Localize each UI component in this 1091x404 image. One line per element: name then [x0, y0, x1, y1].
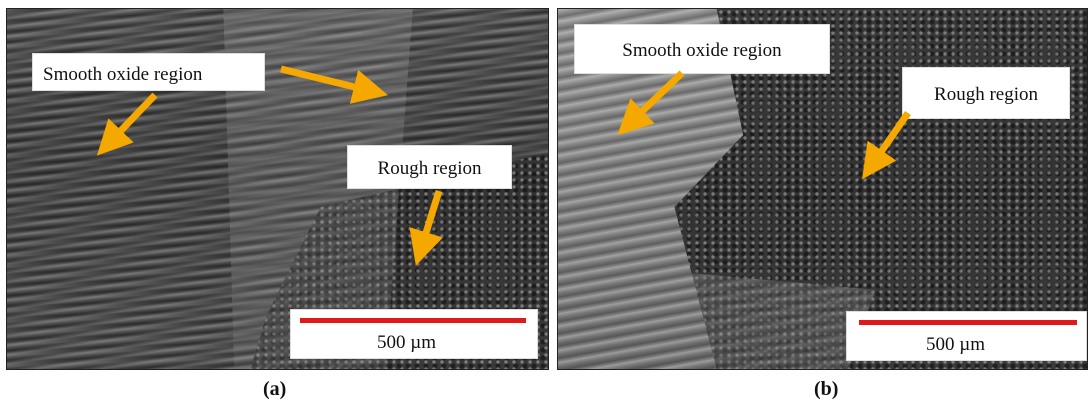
scale-label-a: 500 µm: [377, 332, 436, 353]
arrow-icon: [617, 70, 685, 136]
arrow-icon: [862, 111, 911, 180]
scale-box-b: 500 µm: [846, 311, 1087, 361]
scale-label-b: 500 µm: [926, 334, 985, 355]
arrows-a: [96, 65, 443, 266]
label-smooth-oxide-b: Smooth oxide region: [574, 24, 830, 74]
caption-a: (a): [263, 378, 287, 400]
label-rough-a: Rough region: [347, 145, 512, 189]
sem-image-a: Smooth oxide region Rough region 500 µm: [6, 8, 549, 370]
arrows-b: [617, 70, 911, 180]
arrow-icon: [96, 92, 158, 156]
caption-b: (b): [814, 378, 839, 400]
sem-image-b: Smooth oxide region Rough region 500 µm: [557, 8, 1088, 370]
scale-box-a: 500 µm: [290, 309, 538, 359]
scale-bar-b: [859, 320, 1077, 325]
label-rough-b: Rough region: [902, 67, 1070, 119]
scale-bar-a: [300, 318, 526, 323]
arrow-icon: [280, 65, 388, 104]
arrow-icon: [409, 189, 443, 266]
label-smooth-oxide-a: Smooth oxide region: [32, 53, 265, 91]
